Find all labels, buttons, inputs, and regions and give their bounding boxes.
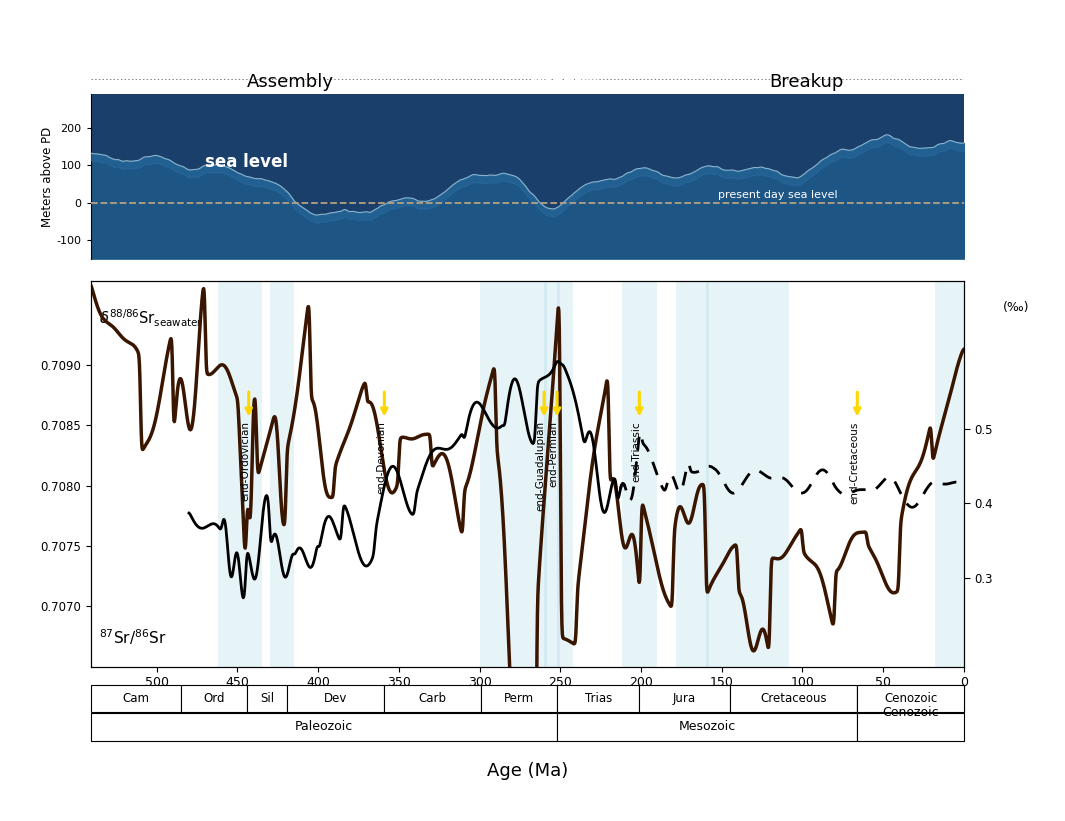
Bar [531,281,547,667]
Bar [91,685,181,713]
Text: end-Triassic: end-Triassic [630,421,641,482]
Text: Age (Ma): Age (Ma) [487,762,568,780]
Text: Pangea: Pangea [530,73,599,91]
Bar [857,685,964,713]
Text: Carb: Carb [419,692,446,705]
Text: Dev: Dev [324,692,347,705]
Bar [763,281,789,667]
Bar [935,281,964,667]
Text: end-Ordovician: end-Ordovician [241,421,250,502]
Text: Sil: Sil [260,692,275,705]
Text: Perm: Perm [504,692,535,705]
Bar [622,281,657,667]
Text: end-Cretaceous: end-Cretaceous [849,421,858,503]
Bar [557,281,573,667]
Text: $^{87}$Sr/$^{86}$Sr: $^{87}$Sr/$^{86}$Sr [99,628,167,647]
Bar [218,281,262,667]
Text: present day sea level: present day sea level [719,190,838,200]
Bar [639,685,730,713]
Bar [288,685,384,713]
Bar [730,685,857,713]
Bar [481,685,557,713]
Text: Cretaceous: Cretaceous [760,692,826,705]
Bar [857,685,964,713]
Text: Paleozoic: Paleozoic [295,721,353,733]
Bar [557,685,639,713]
Bar [247,685,288,713]
Bar [857,713,964,741]
Text: end-Permian: end-Permian [548,421,559,487]
Bar [676,281,709,667]
Text: end-Devonian: end-Devonian [376,421,386,494]
Bar [733,281,763,667]
Bar [557,713,857,741]
Bar [705,281,733,667]
Text: Mesozoic: Mesozoic [678,721,736,733]
Text: Cenozoic: Cenozoic [884,692,937,705]
Text: Jura: Jura [673,692,697,705]
Y-axis label: Meters above PD: Meters above PD [40,126,53,227]
Bar [479,281,512,667]
Bar [384,685,481,713]
Text: Assembly: Assembly [246,73,333,91]
Text: Breakup: Breakup [769,73,843,91]
Text: Cam: Cam [122,692,149,705]
Text: end-Guadalupian: end-Guadalupian [536,421,545,511]
Text: Cenozoic: Cenozoic [882,706,939,719]
Text: Trias: Trias [585,692,611,705]
Bar [181,685,247,713]
Bar [91,713,557,741]
Text: sea level: sea level [206,153,289,171]
Bar [544,281,560,667]
Text: $\delta^{88/86}$Sr$_{\rm seawater}$: $\delta^{88/86}$Sr$_{\rm seawater}$ [99,308,203,329]
Text: Ord: Ord [203,692,225,705]
Text: (‰): (‰) [1003,301,1030,314]
Bar [269,281,294,667]
Bar [512,281,531,667]
